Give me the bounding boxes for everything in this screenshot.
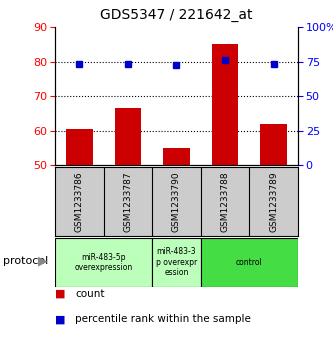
Bar	[55, 238, 152, 287]
Bar	[152, 238, 201, 287]
Bar	[66, 129, 93, 165]
Text: protocol: protocol	[3, 256, 49, 266]
Bar	[163, 148, 190, 165]
Text: control: control	[236, 258, 263, 267]
Text: GSM1233788: GSM1233788	[220, 171, 230, 232]
Text: ■: ■	[55, 289, 66, 299]
Text: GSM1233790: GSM1233790	[172, 171, 181, 232]
Text: percentile rank within the sample: percentile rank within the sample	[75, 314, 251, 325]
Bar	[260, 124, 287, 165]
Bar	[212, 44, 238, 165]
Text: GSM1233787: GSM1233787	[123, 171, 133, 232]
Text: miR-483-5p
overexpression: miR-483-5p overexpression	[75, 253, 133, 272]
Text: GSM1233786: GSM1233786	[75, 171, 84, 232]
Text: ▶: ▶	[38, 255, 48, 268]
Bar	[115, 108, 141, 165]
Text: ■: ■	[55, 314, 66, 325]
Text: GSM1233789: GSM1233789	[269, 171, 278, 232]
Text: miR-483-3
p overexpr
ession: miR-483-3 p overexpr ession	[156, 247, 197, 277]
Title: GDS5347 / 221642_at: GDS5347 / 221642_at	[100, 8, 253, 22]
Text: count: count	[75, 289, 105, 299]
Bar	[201, 238, 298, 287]
